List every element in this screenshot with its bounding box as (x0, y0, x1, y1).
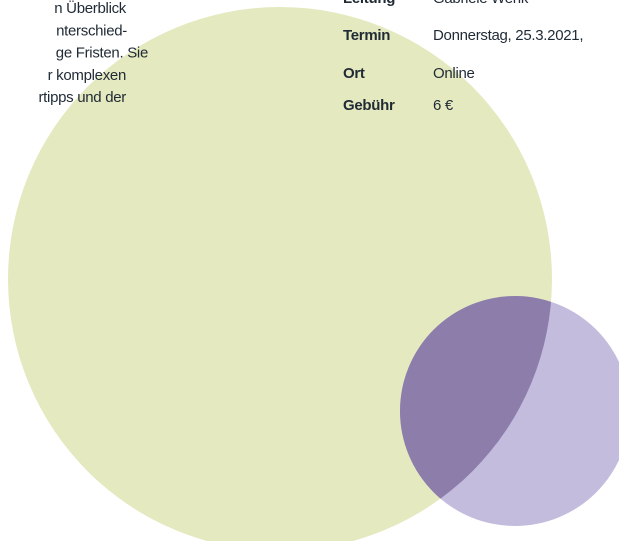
detail-label: Leitung (343, 0, 395, 7)
intro-line: nterschied- (56, 22, 127, 39)
intro-line: r komplexen (48, 67, 126, 84)
detail-value: 6 € (433, 97, 454, 114)
intro-text: n Überblick nterschied-ge Fristen. Sie r k… (38, 0, 148, 106)
intro-line: n Überblick (54, 0, 127, 17)
detail-label: Termin (343, 27, 390, 44)
detail-value: Online (433, 65, 475, 82)
overlap (400, 296, 552, 526)
detail-label: Ort (343, 65, 365, 82)
detail-value: Gabriele Wenk (433, 0, 529, 7)
detail-value: Donnerstag, 25.3.2021, (433, 27, 583, 44)
intro-line: ge Fristen. Sie (56, 45, 148, 62)
details-table: Leitung Gabriele Wenk Termin Donnerstag, 25… (343, 0, 583, 114)
detail-label: Gebühr (343, 97, 395, 114)
intro-line: rtipps und der (38, 89, 126, 106)
